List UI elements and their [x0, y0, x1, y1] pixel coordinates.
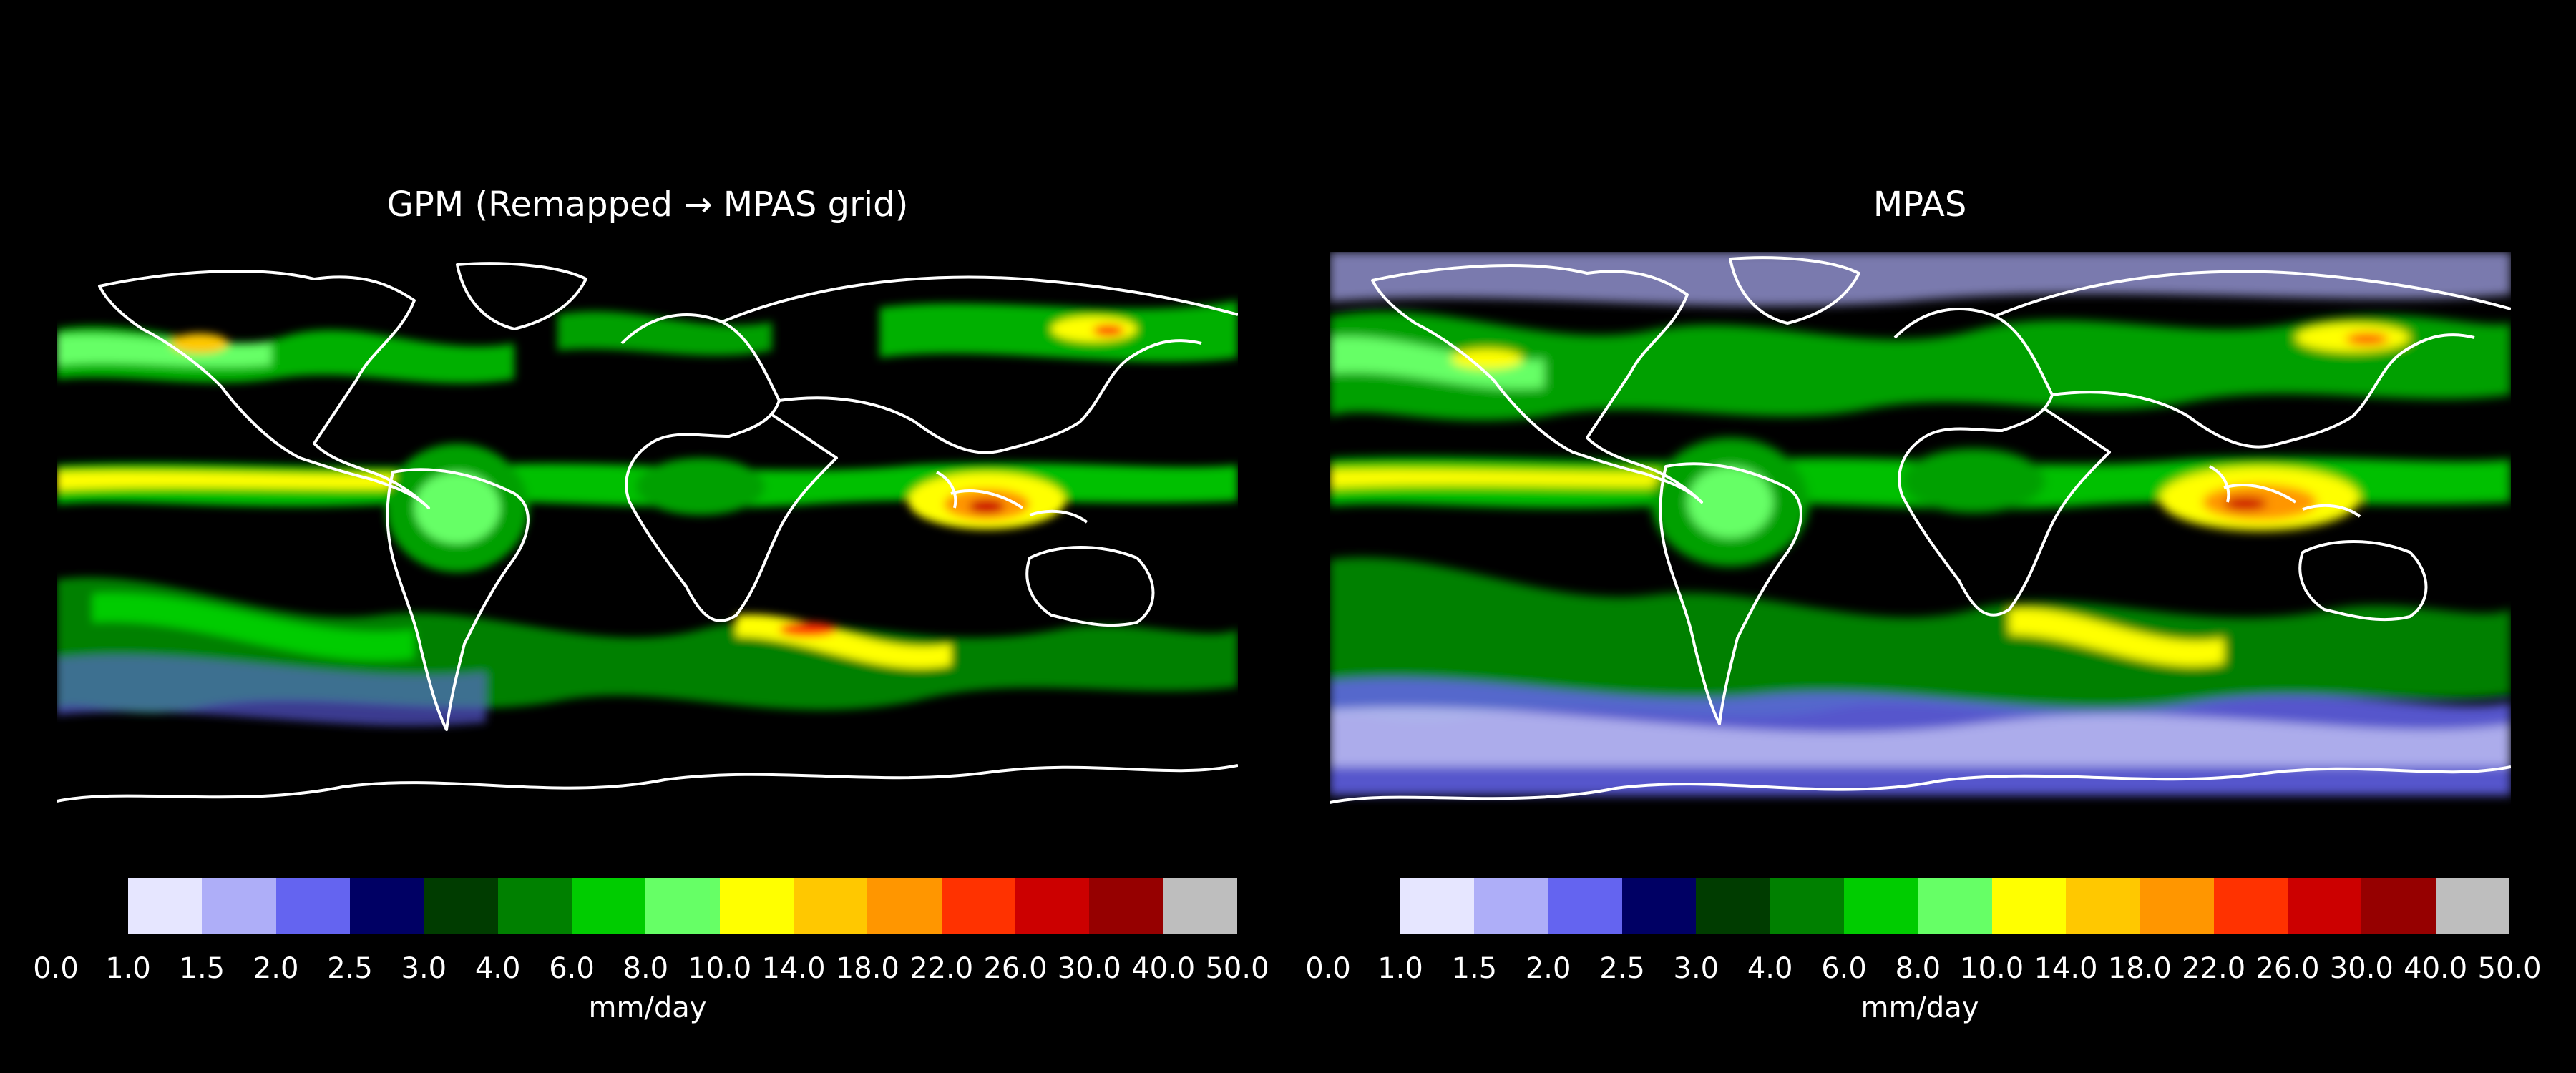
colorbar-swatch — [1696, 878, 1770, 934]
colorbar-swatch — [1548, 878, 1622, 934]
colorbar-tick-label: 50.0 — [2477, 952, 2542, 985]
colorbar-swatch — [1474, 878, 1548, 934]
chart-title: MPAS — [1873, 185, 1967, 225]
colorbar-tick-label: 0.0 — [1305, 952, 1351, 985]
colorbar-swatch — [2287, 878, 2362, 934]
colorbar-swatch — [2140, 878, 2214, 934]
precip-field — [1330, 252, 2511, 795]
precip-map — [1330, 252, 2511, 815]
chart-title: GPM (Remapped → MPAS grid) — [386, 185, 909, 225]
colorbar-tick-label: 6.0 — [1821, 952, 1867, 985]
colorbar-swatch — [2213, 878, 2288, 934]
colorbar-tick-label: 22.0 — [2182, 952, 2246, 985]
colorbar-swatch — [275, 878, 350, 934]
precip-map-svg — [57, 258, 1238, 815]
colorbar-tick-label: 30.0 — [1057, 952, 1121, 985]
colorbar-swatch — [1089, 878, 1163, 934]
colorbar-tick-label: 8.0 — [623, 952, 669, 985]
colorbar-ticks: 0.0 1.0 1.5 2.0 2.5 3.0 4.0 6.0 8.0 10.0 14.0 18.0 2… — [1272, 951, 2546, 987]
colorbar-tick-label: 40.0 — [1131, 952, 1196, 985]
colorbar-label: mm/day — [1860, 991, 1979, 1024]
colorbar-tick-label: 1.0 — [105, 952, 151, 985]
colorbar-swatch — [793, 878, 868, 934]
colorbar-swatch — [867, 878, 942, 934]
colorbar-swatch — [2361, 878, 2436, 934]
colorbar-swatch — [1770, 878, 1844, 934]
colorbar-tick-label: 18.0 — [835, 952, 899, 985]
colorbar-swatch — [1991, 878, 2066, 934]
colorbar-swatch — [719, 878, 794, 934]
colorbar — [128, 878, 1237, 934]
colorbar-tick-label: 3.0 — [401, 952, 447, 985]
colorbar-tick-label: 4.0 — [474, 952, 521, 985]
colorbar-tick-label: 2.0 — [1525, 952, 1571, 985]
coastlines — [1330, 256, 2511, 804]
colorbar-swatch — [1918, 878, 1992, 934]
colorbar-tick-label: 4.0 — [1747, 952, 1793, 985]
colorbar-tick-label: 1.5 — [179, 952, 225, 985]
colorbar-swatch — [1015, 878, 1090, 934]
colorbar-swatch — [349, 878, 424, 934]
colorbar-swatch — [645, 878, 720, 934]
colorbar-swatch — [128, 878, 203, 934]
panel-mpas: MPAS — [1272, 0, 2546, 1073]
colorbar-swatch — [1621, 878, 1697, 934]
colorbar-tick-label: 1.0 — [1377, 952, 1423, 985]
colorbar-tick-label: 2.0 — [253, 952, 299, 985]
colorbar-tick-label: 18.0 — [2107, 952, 2172, 985]
colorbar-tick-label: 30.0 — [2329, 952, 2394, 985]
precip-field — [57, 300, 1238, 726]
colorbar-tick-label: 10.0 — [688, 952, 752, 985]
colorbar-swatch — [571, 878, 646, 934]
colorbar-tick-label: 22.0 — [909, 952, 974, 985]
precip-map — [57, 258, 1238, 815]
colorbar-swatch — [1843, 878, 1918, 934]
colorbar-tick-label: 26.0 — [2255, 952, 2320, 985]
colorbar-swatch — [1163, 878, 1237, 934]
colorbar-tick-label: 26.0 — [983, 952, 1048, 985]
colorbar-swatch — [497, 878, 572, 934]
colorbar-tick-label: 3.0 — [1673, 952, 1719, 985]
colorbar-tick-label: 10.0 — [1960, 952, 2024, 985]
colorbar — [1400, 878, 2509, 934]
colorbar-tick-label: 2.5 — [1599, 952, 1645, 985]
panel-gpm: GPM (Remapped → MPAS grid) — [0, 0, 1274, 1073]
colorbar-swatch — [424, 878, 498, 934]
colorbar-tick-label: 14.0 — [2034, 952, 2098, 985]
colorbar-tick-label: 50.0 — [1205, 952, 1269, 985]
coastlines — [57, 262, 1238, 803]
colorbar-tick-label: 2.5 — [327, 952, 373, 985]
colorbar-swatch — [202, 878, 276, 934]
colorbar-tick-label: 6.0 — [549, 952, 595, 985]
colorbar-swatch — [1400, 878, 1475, 934]
colorbar-swatch — [2065, 878, 2140, 934]
colorbar-tick-label: 0.0 — [33, 952, 79, 985]
colorbar-swatch — [941, 878, 1015, 934]
colorbar-tick-label: 8.0 — [1895, 952, 1941, 985]
colorbar-tick-label: 40.0 — [2404, 952, 2468, 985]
colorbar-tick-label: 14.0 — [761, 952, 826, 985]
colorbar-swatch — [2435, 878, 2509, 934]
colorbar-tick-label: 1.5 — [1451, 952, 1498, 985]
precip-map-svg — [1330, 252, 2511, 815]
colorbar-ticks: 0.0 1.0 1.5 2.0 2.5 3.0 4.0 6.0 8.0 10.0 14.0 18.0 2… — [0, 951, 1274, 987]
colorbar-label: mm/day — [588, 991, 707, 1024]
